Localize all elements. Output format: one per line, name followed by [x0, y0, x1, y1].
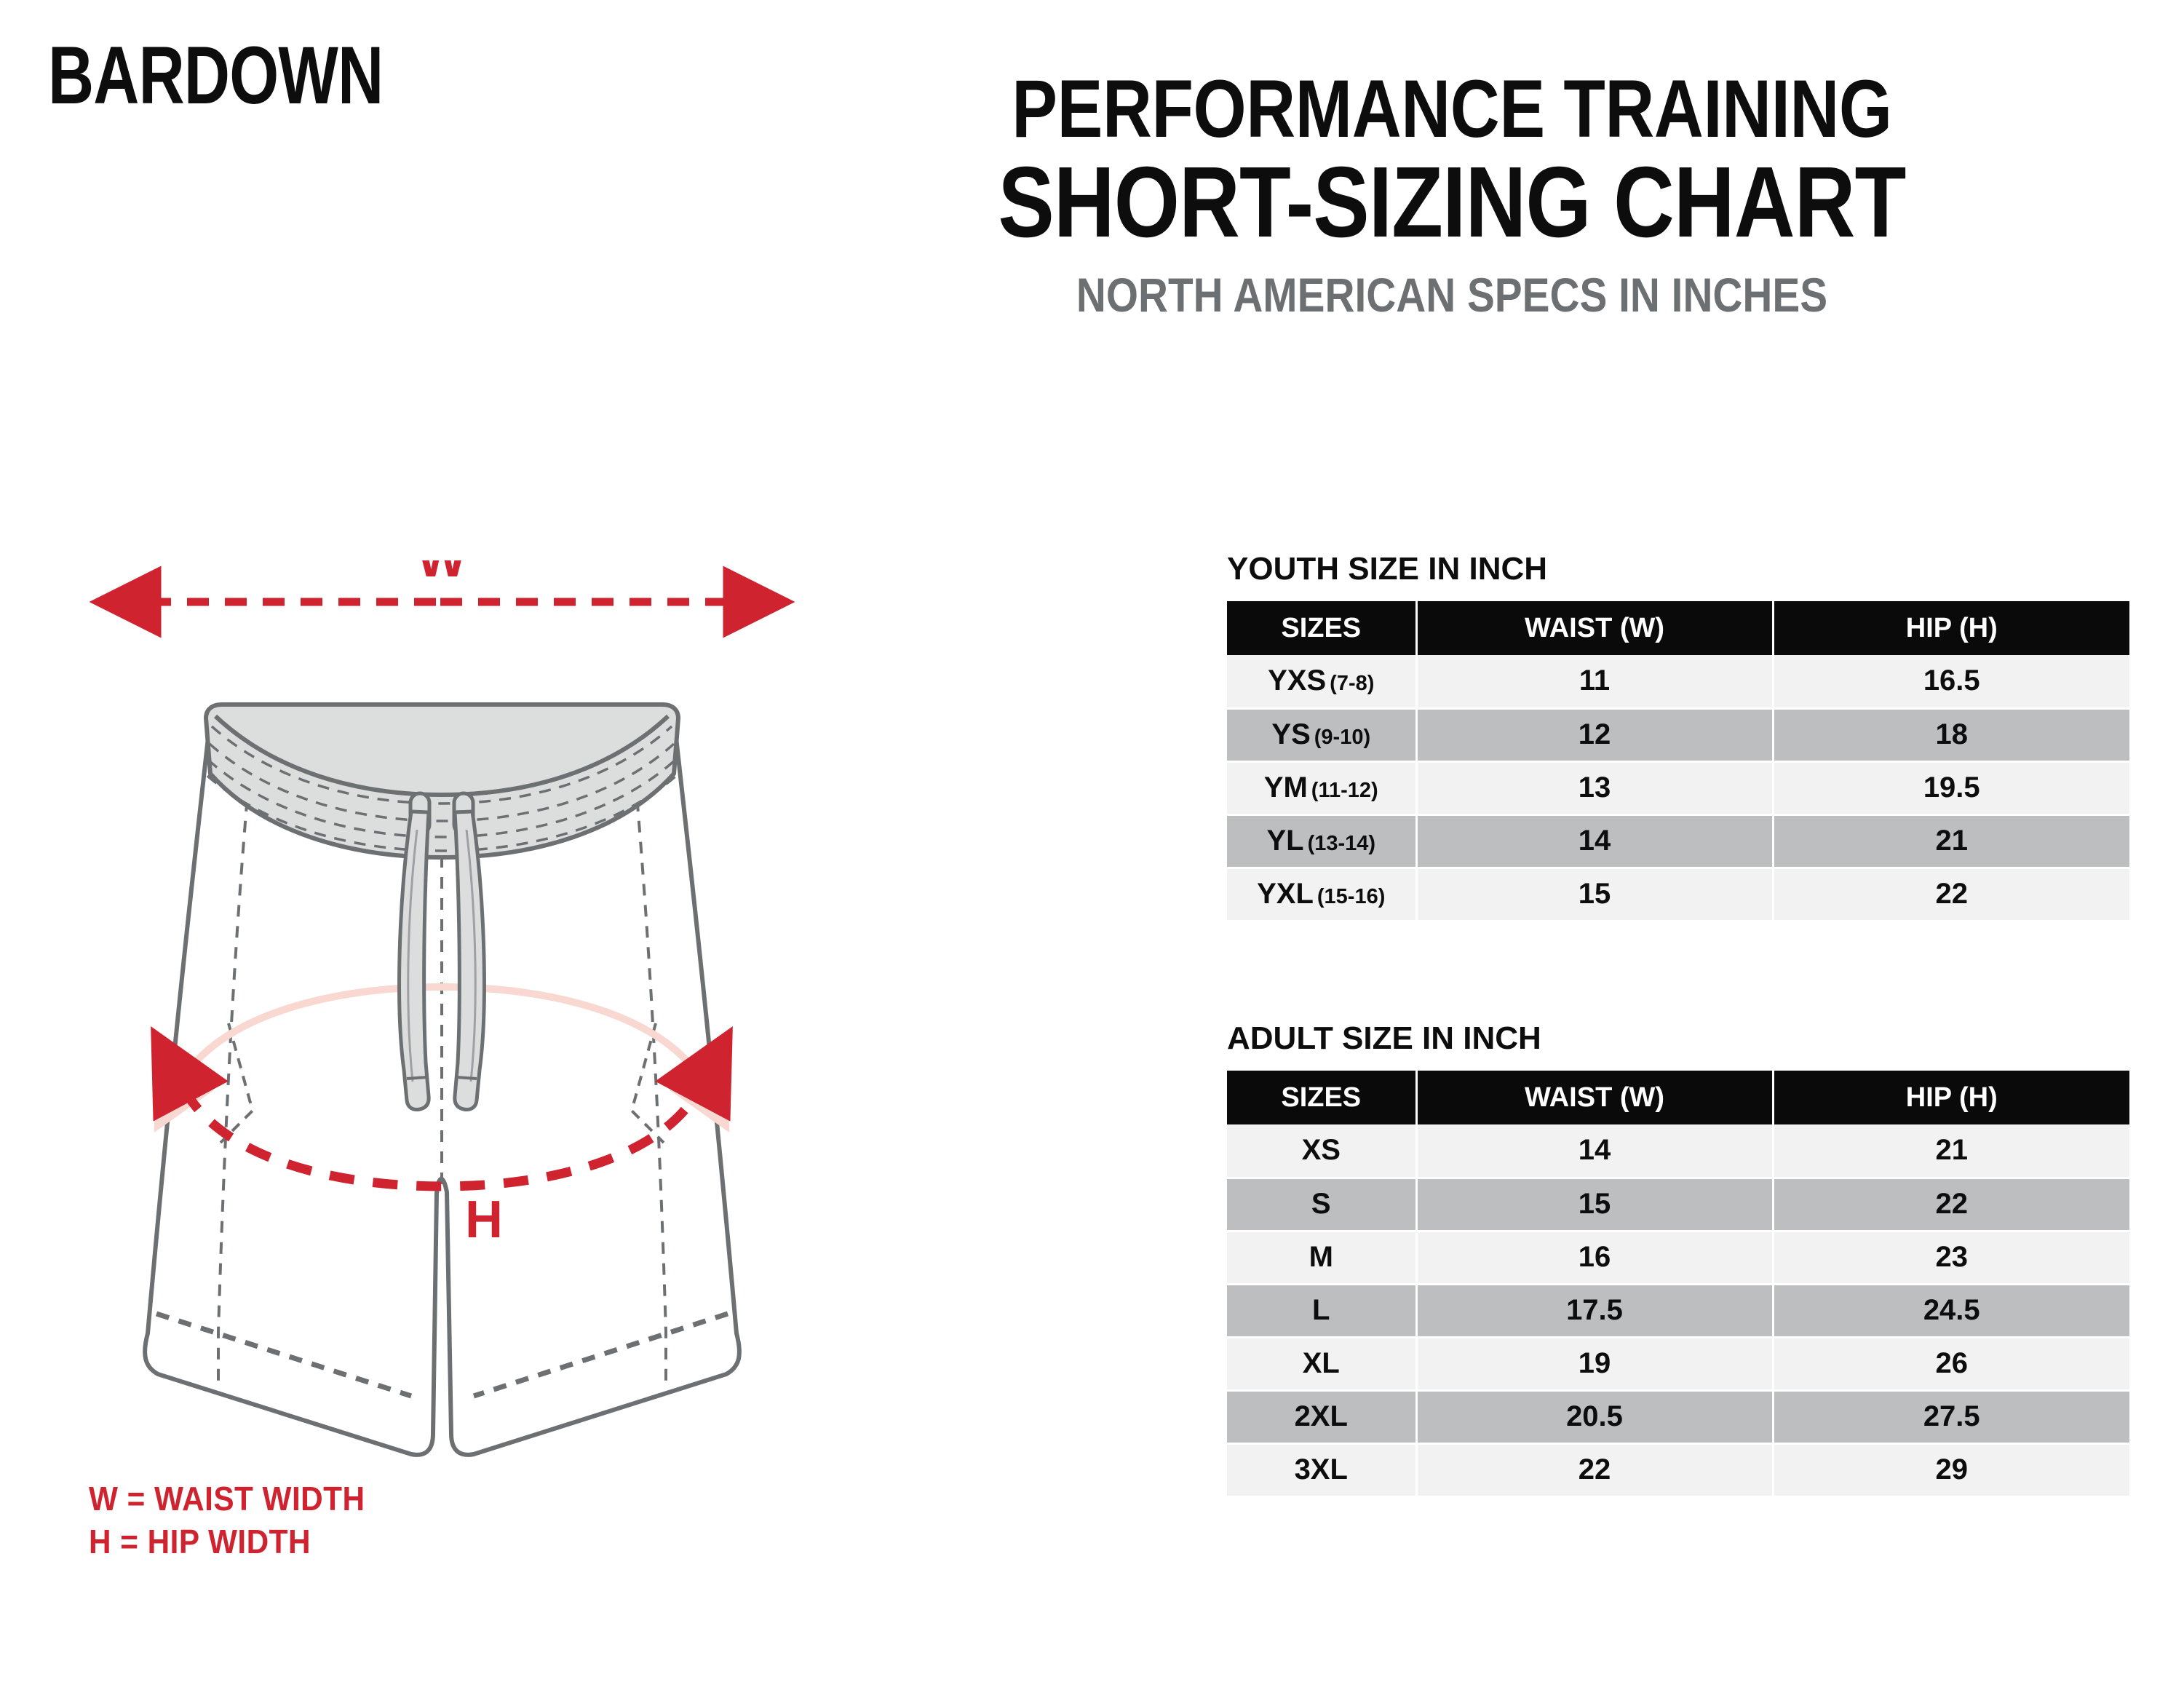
youth-table-caption: YOUTH SIZE IN INCH: [1227, 551, 1548, 587]
title-block: PERFORMANCE TRAINING SHORT-SIZING CHART …: [728, 63, 2176, 322]
cell-hip: 22: [1773, 868, 2129, 922]
adult-size-table: SIZES WAIST (W) HIP (H) XS 14 21 S 15 22 M 16 23…: [1227, 1071, 2129, 1498]
table-row: M 16 23: [1227, 1231, 2129, 1285]
size-code: XL: [1302, 1347, 1340, 1379]
column-header-waist: WAIST (W): [1416, 601, 1774, 655]
cell-waist: 15: [1416, 868, 1774, 922]
cell-size: YXS (7-8): [1227, 655, 1418, 710]
legend-waist: W = WAIST WIDTH: [89, 1480, 365, 1518]
hip-label: H: [465, 1191, 503, 1249]
cell-hip: 19.5: [1773, 761, 2129, 816]
hip-measure-arrow: [151, 1026, 733, 1191]
column-header-sizes: SIZES: [1227, 1071, 1418, 1124]
cell-size: L: [1227, 1284, 1418, 1338]
size-code: M: [1309, 1241, 1333, 1273]
measurement-legend: W = WAIST WIDTH H = HIP WIDTH: [89, 1477, 389, 1563]
cell-hip: 22: [1773, 1178, 2129, 1232]
cell-waist: 17.5: [1416, 1284, 1774, 1338]
cell-hip: 24.5: [1773, 1284, 2129, 1338]
size-age-range: (11-12): [1311, 779, 1378, 802]
cell-hip: 27.5: [1773, 1390, 2129, 1445]
column-header-sizes: SIZES: [1227, 601, 1418, 655]
cell-hip: 26: [1773, 1337, 2129, 1392]
size-code: 2XL: [1294, 1400, 1348, 1432]
table-header-row: SIZES WAIST (W) HIP (H): [1227, 1071, 2129, 1124]
left-side-seam: [217, 778, 250, 1383]
youth-size-section: YOUTH SIZE IN INCH SIZES WAIST (W) HIP (…: [1227, 553, 2129, 922]
cell-size: XS: [1227, 1124, 1418, 1179]
right-side-seam: [634, 778, 667, 1383]
cell-hip: 23: [1773, 1231, 2129, 1285]
brand-logo: BARDOWN: [48, 30, 384, 121]
cell-waist: 20.5: [1416, 1390, 1774, 1445]
size-code: 3XL: [1294, 1453, 1348, 1485]
size-code: YM: [1263, 771, 1308, 804]
shorts-diagram: W: [69, 560, 979, 1485]
cell-waist: 14: [1416, 1124, 1774, 1179]
column-header-waist: WAIST (W): [1416, 1071, 1774, 1124]
cell-hip: 21: [1773, 814, 2129, 869]
legend-hip: H = HIP WIDTH: [89, 1522, 311, 1560]
table-row: XL 19 26: [1227, 1337, 2129, 1392]
page-subtitle: NORTH AMERICAN SPECS IN INCHES: [1076, 267, 1828, 322]
table-row: YM (11-12) 13 19.5: [1227, 761, 2129, 816]
cell-size: 3XL: [1227, 1443, 1418, 1498]
size-code: L: [1312, 1294, 1330, 1326]
table-row: S 15 22: [1227, 1178, 2129, 1232]
cell-waist: 16: [1416, 1231, 1774, 1285]
cell-size: 2XL: [1227, 1390, 1418, 1445]
cell-waist: 13: [1416, 761, 1774, 816]
cell-hip: 18: [1773, 708, 2129, 763]
waist-label: W: [417, 560, 466, 588]
page-title-line-1: PERFORMANCE TRAINING: [1012, 63, 1892, 154]
table-header-row: SIZES WAIST (W) HIP (H): [1227, 601, 2129, 655]
table-row: XS 14 21: [1227, 1124, 2129, 1179]
table-row: YXL (15-16) 15 22: [1227, 868, 2129, 922]
size-code: S: [1311, 1188, 1331, 1220]
column-header-hip: HIP (H): [1773, 1071, 2129, 1124]
cell-size: YL (13-14): [1227, 814, 1418, 869]
cell-waist: 11: [1416, 655, 1774, 710]
cell-size: YXL (15-16): [1227, 868, 1418, 922]
cell-waist: 22: [1416, 1443, 1774, 1498]
size-age-range: (7-8): [1330, 672, 1375, 696]
cell-hip: 16.5: [1773, 655, 2129, 710]
size-code: YS: [1271, 718, 1311, 750]
cell-size: YM (11-12): [1227, 761, 1418, 816]
table-row: YXS (7-8) 11 16.5: [1227, 655, 2129, 710]
column-header-hip: HIP (H): [1773, 601, 2129, 655]
cell-size: YS (9-10): [1227, 708, 1418, 763]
page-title-line-2: SHORT-SIZING CHART: [998, 146, 1906, 258]
adult-size-section: ADULT SIZE IN INCH SIZES WAIST (W) HIP (…: [1227, 1023, 2129, 1498]
size-code: XS: [1301, 1134, 1341, 1167]
table-row: YS (9-10) 12 18: [1227, 708, 2129, 763]
cell-hip: 29: [1773, 1443, 2129, 1498]
waistband: [204, 702, 680, 860]
size-code: YXL: [1257, 878, 1314, 910]
cell-waist: 14: [1416, 814, 1774, 869]
cell-size: XL: [1227, 1337, 1418, 1392]
table-row: YL (13-14) 14 21: [1227, 814, 2129, 869]
youth-size-table: SIZES WAIST (W) HIP (H) YXS (7-8) 11 16.5 YS…: [1227, 601, 2129, 922]
adult-table-caption: ADULT SIZE IN INCH: [1227, 1020, 1541, 1056]
cell-size: S: [1227, 1178, 1418, 1232]
cell-size: M: [1227, 1231, 1418, 1285]
cell-waist: 15: [1416, 1178, 1774, 1232]
size-age-range: (15-16): [1317, 885, 1386, 908]
size-code: YL: [1266, 825, 1304, 857]
size-age-range: (13-14): [1307, 832, 1376, 855]
size-code: YXS: [1268, 665, 1327, 697]
table-row: 3XL 22 29: [1227, 1443, 2129, 1498]
size-age-range: (9-10): [1314, 726, 1371, 749]
table-row: 2XL 20.5 27.5: [1227, 1390, 2129, 1445]
cell-waist: 12: [1416, 708, 1774, 763]
cell-hip: 21: [1773, 1124, 2129, 1179]
table-row: L 17.5 24.5: [1227, 1284, 2129, 1338]
cell-waist: 19: [1416, 1337, 1774, 1392]
right-hem-stitch: [472, 1311, 729, 1399]
